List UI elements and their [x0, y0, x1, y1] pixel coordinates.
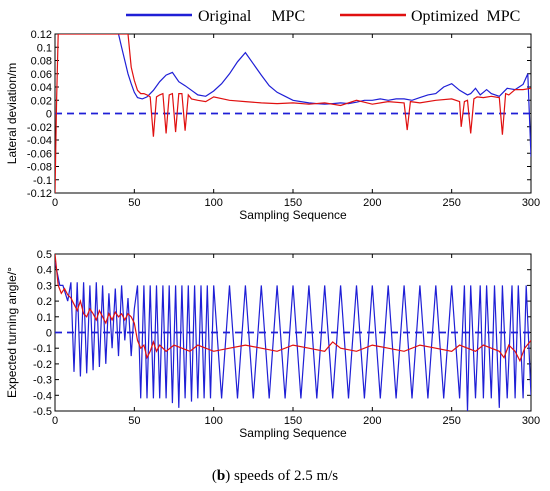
- y-tick-label: 0.06: [31, 69, 52, 81]
- y-tick-label: -0.2: [33, 359, 52, 371]
- series-optimized-line: [55, 254, 531, 363]
- lateral-deviation-chart: 0 50 100 150 200 250 300-0.12-0.1-0.08-0.06-0.…: [5, 29, 540, 222]
- y-tick-label: -0.4: [33, 390, 52, 402]
- caption-bold: b: [217, 468, 225, 484]
- lateral-deviation-axes: 0 50 100 150 200 250 300-0.12-0.1-0.08-0.06-0.…: [27, 29, 540, 209]
- turning-angle-chart: 0 50 100 150 200 250 300 -0.5 -0.4 -0.3 -0.2 -0.1 0 0…: [5, 249, 540, 440]
- x-tick-label: 150: [284, 415, 302, 427]
- x-tick-label: 0: [52, 415, 58, 427]
- y-tick-label: -0.06: [27, 148, 52, 160]
- y-tick-label: 0: [46, 109, 52, 121]
- series-original-line: [117, 34, 531, 157]
- x-tick-label: 250: [442, 415, 460, 427]
- y-tick-label: 0.1: [37, 42, 52, 54]
- turning-angle-series: [55, 254, 531, 411]
- series-original-line: [55, 261, 531, 411]
- y-tick-label: -0.5: [33, 406, 52, 418]
- turning-angle-xlabel: Sampling Sequence: [239, 426, 347, 440]
- y-tick-label: 0.12: [31, 29, 52, 41]
- y-tick-label: -0.3: [33, 375, 52, 387]
- y-tick-label: 0.2: [37, 296, 52, 308]
- lateral-deviation-xlabel: Sampling Sequence: [239, 208, 347, 222]
- y-tick-label: 0.1: [37, 312, 52, 324]
- turning-angle-ylabel: Expected turning angle/°: [5, 267, 19, 398]
- x-tick-label: 0: [52, 197, 58, 209]
- lateral-deviation-series: [55, 34, 531, 193]
- x-tick-label: 150: [284, 197, 302, 209]
- y-tick-label: 0: [46, 328, 52, 340]
- x-tick-label: 300: [522, 415, 540, 427]
- y-tick-label: -0.02: [27, 122, 52, 134]
- series-optimized-line: [55, 34, 531, 193]
- y-tick-label: -0.1: [33, 343, 52, 355]
- y-tick-label: 0.08: [31, 56, 52, 68]
- lateral-deviation-ylabel: Lateral deviation/m: [5, 63, 19, 164]
- y-tick-label: 0.4: [37, 265, 52, 277]
- legend-label-original: Original MPC: [198, 8, 305, 25]
- y-tick-label: 0.02: [31, 95, 52, 107]
- plot-frame: [54, 33, 532, 194]
- y-tick-label: -0.04: [27, 135, 52, 147]
- x-tick-label: 200: [363, 415, 381, 427]
- x-tick-label: 200: [363, 197, 381, 209]
- turning-angle-axes: 0 50 100 150 200 250 300 -0.5 -0.4 -0.3 -0.2 -0.1 0 0…: [33, 249, 540, 427]
- y-tick-label: -0.08: [27, 162, 52, 174]
- legend-label-optimized: Optimized MPC: [411, 8, 520, 25]
- y-tick-label: -0.1: [33, 175, 52, 187]
- y-tick-label: 0.5: [37, 249, 52, 261]
- x-tick-label: 100: [204, 197, 222, 209]
- x-tick-label: 50: [128, 197, 140, 209]
- caption-text: ) speeds of 2.5 m/s: [225, 468, 338, 484]
- x-tick-label: 300: [522, 197, 540, 209]
- y-tick-label: 0.3: [37, 280, 52, 292]
- x-tick-label: 100: [204, 415, 222, 427]
- figure-caption: (b) speeds of 2.5 m/s: [212, 468, 338, 484]
- legend: Original MPC Optimized MPC: [126, 8, 520, 25]
- y-tick-label: 0.04: [31, 82, 52, 94]
- x-tick-label: 50: [128, 415, 140, 427]
- x-tick-label: 250: [442, 197, 460, 209]
- y-tick-label: -0.12: [27, 188, 52, 200]
